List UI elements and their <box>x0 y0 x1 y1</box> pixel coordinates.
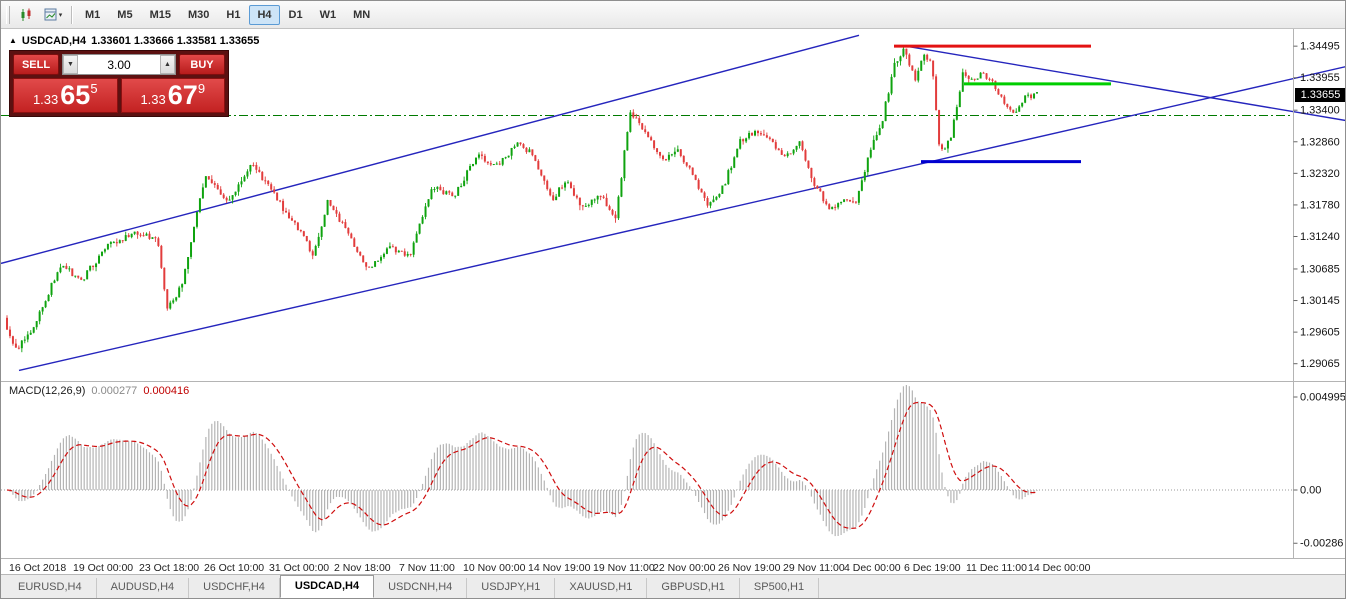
macd-signal-line <box>6 401 1038 529</box>
volume-decrease-button[interactable]: ▼ <box>63 55 78 74</box>
ask-prefix: 1.33 <box>140 92 166 107</box>
svg-text:6 Dec 19:00: 6 Dec 19:00 <box>904 562 961 574</box>
buy-button[interactable]: BUY <box>179 54 225 75</box>
timeframe-m30[interactable]: M30 <box>180 5 217 25</box>
toolbar-separator <box>71 5 72 24</box>
macd-indicator-name: MACD(12,26,9) <box>9 385 86 397</box>
tab-gbpusd-h1[interactable]: GBPUSD,H1 <box>647 578 740 598</box>
bid-price-tile[interactable]: 1.33 65 5 <box>13 78 118 113</box>
volume-control: ▼ ▲ <box>62 54 176 75</box>
svg-text:0.00: 0.00 <box>1300 485 1321 497</box>
svg-text:4 Dec 00:00: 4 Dec 00:00 <box>844 562 901 574</box>
macd-main-value: 0.000277 <box>91 385 138 397</box>
toolbar-grip[interactable] <box>6 5 10 24</box>
macd-axis: 0.004995 0.00 -0.00286 <box>1293 392 1345 550</box>
top-toolbar: ▾ M1 M5 M15 M30 H1 H4 D1 W1 MN <box>1 1 1345 29</box>
svg-text:1.30685: 1.30685 <box>1300 264 1340 276</box>
svg-text:29 Nov 11:00: 29 Nov 11:00 <box>783 562 845 574</box>
tab-usdchf-h4[interactable]: USDCHF,H4 <box>189 578 280 598</box>
descending-trendline[interactable] <box>903 45 1345 122</box>
channel-lower-line[interactable] <box>18 66 1345 372</box>
quote-row: 1.33 65 5 1.33 67 9 <box>13 78 225 113</box>
svg-text:26 Oct 10:00: 26 Oct 10:00 <box>204 562 264 574</box>
svg-text:1.31240: 1.31240 <box>1300 231 1340 243</box>
bid-pipette: 5 <box>90 81 98 96</box>
ask-pipette: 9 <box>197 81 206 96</box>
timeframe-h1[interactable]: H1 <box>218 5 248 25</box>
timeframe-m5[interactable]: M5 <box>109 5 140 25</box>
trade-controls-row: SELL ▼ ▲ BUY <box>13 54 225 75</box>
tab-sp500-h1[interactable]: SP500,H1 <box>740 578 820 598</box>
svg-text:0.004995: 0.004995 <box>1300 392 1345 404</box>
ohlc-values: 1.33601 1.33666 1.33581 1.33655 <box>91 35 260 47</box>
svg-text:16 Oct 2018: 16 Oct 2018 <box>9 562 66 574</box>
tab-usdcad-h4[interactable]: USDCAD,H4 <box>279 575 375 598</box>
timeframe-m15[interactable]: M15 <box>142 5 179 25</box>
svg-text:22 Nov 00:00: 22 Nov 00:00 <box>653 562 716 574</box>
svg-text:1.33955: 1.33955 <box>1300 72 1340 84</box>
time-axis: 16 Oct 2018 19 Oct 00:00 23 Oct 18:00 26 Oc… <box>9 562 1091 574</box>
svg-text:14 Dec 00:00: 14 Dec 00:00 <box>1028 562 1091 574</box>
chart-background <box>1 29 1345 574</box>
tick-up-icon: ▲ <box>9 35 17 45</box>
candles <box>6 45 1038 353</box>
svg-text:2 Nov 18:00: 2 Nov 18:00 <box>334 562 391 574</box>
tab-xauusd-h1[interactable]: XAUUSD,H1 <box>555 578 648 598</box>
macd-label: MACD(12,26,9) 0.000277 0.000416 <box>9 385 189 397</box>
timeframe-d1[interactable]: D1 <box>281 5 311 25</box>
svg-text:26 Nov 19:00: 26 Nov 19:00 <box>718 562 781 574</box>
tab-usdcnh-h4[interactable]: USDCNH,H4 <box>374 578 468 598</box>
svg-text:10 Nov 00:00: 10 Nov 00:00 <box>463 562 526 574</box>
chart-area[interactable]: 1.34495 1.33955 1.33400 1.32860 1.32320 1.317… <box>1 29 1345 574</box>
svg-text:1.31780: 1.31780 <box>1300 199 1340 211</box>
current-price-tag: 1.33655 <box>1295 88 1345 102</box>
macd-histogram <box>9 385 1038 537</box>
symbol-tab-bar: EURUSD,H4 AUDUSD,H4 USDCHF,H4 USDCAD,H4 USDC… <box>1 574 1345 598</box>
volume-increase-button[interactable]: ▲ <box>160 55 175 74</box>
svg-text:1.32860: 1.32860 <box>1300 136 1340 148</box>
svg-text:1.32320: 1.32320 <box>1300 168 1340 180</box>
svg-text:19 Nov 11:00: 19 Nov 11:00 <box>593 562 655 574</box>
svg-text:11 Dec 11:00: 11 Dec 11:00 <box>966 562 1027 574</box>
price-axis: 1.34495 1.33955 1.33400 1.32860 1.32320 1.317… <box>1293 41 1340 370</box>
candlestick-glyph <box>21 8 31 21</box>
macd-signal-value: 0.000416 <box>143 385 190 397</box>
volume-input[interactable] <box>78 55 160 74</box>
timeframe-h4[interactable]: H4 <box>249 4 280 25</box>
svg-text:1.34495: 1.34495 <box>1300 41 1340 53</box>
timeframe-mn[interactable]: MN <box>345 5 378 25</box>
chart-type-icon[interactable] <box>14 4 40 26</box>
svg-text:31 Oct 00:00: 31 Oct 00:00 <box>269 562 329 574</box>
ask-big-digits: 67 <box>167 80 198 110</box>
sell-button[interactable]: SELL <box>13 54 59 75</box>
dropdown-icon: ▾ <box>58 11 63 19</box>
svg-text:1.33400: 1.33400 <box>1300 105 1340 117</box>
svg-text:1.29065: 1.29065 <box>1300 358 1340 370</box>
svg-text:1.29605: 1.29605 <box>1300 327 1340 339</box>
templates-icon[interactable]: ▾ <box>40 4 66 26</box>
svg-text:-0.00286: -0.00286 <box>1300 538 1343 550</box>
price-chart-canvas: 1.34495 1.33955 1.33400 1.32860 1.32320 1.317… <box>1 29 1345 574</box>
templates-glyph <box>44 8 57 21</box>
svg-text:23 Oct 18:00: 23 Oct 18:00 <box>139 562 199 574</box>
timeframe-toolbar: M1 M5 M15 M30 H1 H4 D1 W1 MN <box>77 4 378 25</box>
svg-text:7 Nov 11:00: 7 Nov 11:00 <box>399 562 455 574</box>
bid-big-digits: 65 <box>60 80 91 110</box>
chart-title: ▲ USDCAD,H4 1.33601 1.33666 1.33581 1.33… <box>9 35 259 47</box>
bid-prefix: 1.33 <box>32 92 59 107</box>
tab-usdjpy-h1[interactable]: USDJPY,H1 <box>467 578 556 598</box>
symbol-period-label: USDCAD,H4 <box>21 35 87 47</box>
svg-text:14 Nov 19:00: 14 Nov 19:00 <box>528 562 591 574</box>
svg-text:19 Oct 00:00: 19 Oct 00:00 <box>73 562 133 574</box>
tab-eurusd-h4[interactable]: EURUSD,H4 <box>4 578 97 598</box>
channel-upper-line[interactable] <box>1 34 860 265</box>
svg-text:1.30145: 1.30145 <box>1300 295 1340 307</box>
tab-audusd-h4[interactable]: AUDUSD,H4 <box>97 578 190 598</box>
timeframe-m1[interactable]: M1 <box>77 5 108 25</box>
ask-price-tile[interactable]: 1.33 67 9 <box>120 78 225 113</box>
timeframe-w1[interactable]: W1 <box>312 5 345 25</box>
